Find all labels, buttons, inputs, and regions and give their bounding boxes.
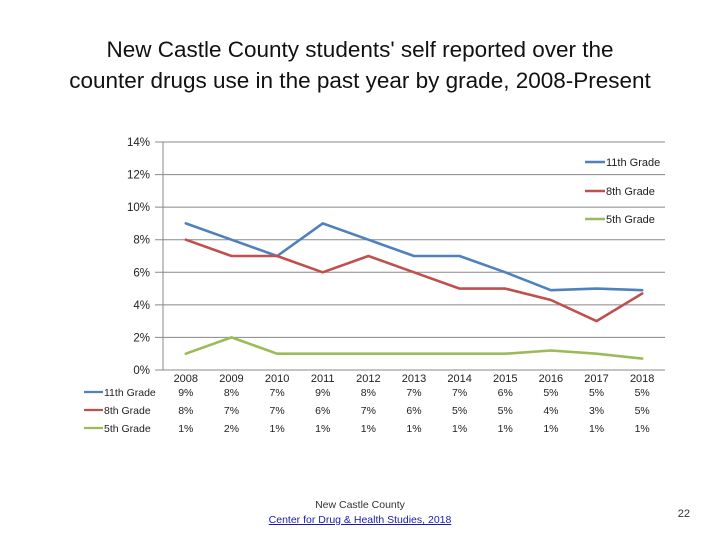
x-tick-label: 2008 — [174, 373, 198, 385]
data-label: 1% — [178, 423, 193, 435]
x-tick-label: 2013 — [402, 373, 426, 385]
data-label: 3% — [589, 405, 604, 417]
legend-label: 8th Grade — [606, 186, 655, 198]
data-label: 8% — [361, 387, 376, 399]
x-tick-label: 2012 — [356, 373, 380, 385]
data-label: 1% — [635, 423, 650, 435]
data-label: 1% — [543, 423, 558, 435]
data-label: 9% — [315, 387, 330, 399]
y-axis-ticks: 0% 2% 4% 6% 8% 10% 12% 14% — [127, 137, 150, 377]
data-label: 5% — [589, 387, 604, 399]
data-label: 5% — [498, 405, 513, 417]
x-tick-label: 2016 — [539, 373, 563, 385]
title-line-1: New Castle County students' self reporte… — [106, 37, 614, 62]
x-tick-label: 2011 — [311, 373, 335, 385]
data-label: 6% — [406, 405, 421, 417]
legend-label: 5th Grade — [606, 214, 655, 226]
data-label: 1% — [361, 423, 376, 435]
data-label: 8% — [224, 387, 239, 399]
data-label: 6% — [498, 387, 513, 399]
y-tick-label: 0% — [133, 365, 150, 377]
data-label: 2% — [224, 423, 239, 435]
data-label: 4% — [543, 405, 558, 417]
data-label: 7% — [406, 387, 421, 399]
data-label: 1% — [498, 423, 513, 435]
table-row-header: 8th Grade — [104, 405, 151, 417]
data-label: 6% — [315, 405, 330, 417]
line-chart: 0% 2% 4% 6% 8% 10% 12% 14% 11th Grade 8th Grade 5… — [84, 137, 665, 435]
y-tick-label: 12% — [127, 170, 150, 182]
data-label: 7% — [269, 405, 284, 417]
x-tick-label: 2017 — [584, 373, 608, 385]
data-label: 5% — [452, 405, 467, 417]
page-title: New Castle County students' self reporte… — [20, 34, 700, 96]
x-tick-label: 2009 — [219, 373, 243, 385]
data-label: 1% — [406, 423, 421, 435]
legend: 11th Grade 8th Grade 5th Grade — [585, 157, 660, 226]
data-table: 2008 2009 2010 2011 2012 2013 2014 2015 2016 2017… — [84, 373, 654, 435]
data-label: 7% — [269, 387, 284, 399]
footer-source: New Castle County — [315, 499, 405, 511]
series-line — [184, 222, 644, 292]
table-row-header: 5th Grade — [104, 423, 151, 435]
slide-number: 22 — [677, 508, 690, 520]
data-label: 7% — [361, 405, 376, 417]
data-label: 7% — [224, 405, 239, 417]
x-tick-label: 2018 — [630, 373, 654, 385]
footer: New Castle County Center for Drug & Heal… — [210, 498, 510, 528]
legend-label: 11th Grade — [606, 157, 660, 169]
x-tick-label: 2015 — [493, 373, 517, 385]
data-label: 7% — [452, 387, 467, 399]
data-label: 5% — [543, 387, 558, 399]
series-line — [184, 238, 644, 323]
y-tick-label: 14% — [127, 137, 150, 149]
x-tick-label: 2014 — [447, 373, 471, 385]
data-label: 1% — [452, 423, 467, 435]
data-label: 1% — [589, 423, 604, 435]
y-tick-label: 2% — [133, 332, 150, 344]
series-lines — [184, 222, 644, 360]
y-tick-label: 4% — [133, 300, 150, 312]
data-label: 5% — [635, 405, 650, 417]
data-label: 1% — [269, 423, 284, 435]
data-label: 1% — [315, 423, 330, 435]
data-label: 8% — [178, 405, 193, 417]
series-line — [184, 336, 644, 360]
y-tick-label: 8% — [133, 235, 150, 247]
x-tick-label: 2010 — [265, 373, 289, 385]
source-link[interactable]: Center for Drug & Health Studies, 2018 — [268, 514, 452, 526]
data-label: 9% — [178, 387, 193, 399]
y-tick-label: 6% — [133, 267, 150, 279]
y-tick-label: 10% — [127, 202, 150, 214]
table-row-header: 11th Grade — [104, 387, 156, 399]
data-label: 5% — [635, 387, 650, 399]
gridlines — [155, 141, 665, 371]
title-line-2: counter drugs use in the past year by gr… — [69, 68, 651, 93]
